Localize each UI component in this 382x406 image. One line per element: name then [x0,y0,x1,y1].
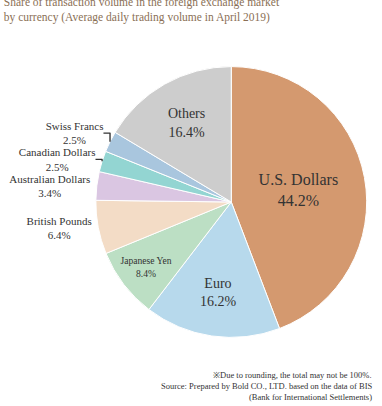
svg-text:U.S. Dollars44.2%: U.S. Dollars44.2% [259,171,339,209]
svg-text:Source: Prepared by Bold CO.,: Source: Prepared by Bold CO., LTD. based… [161,381,372,391]
svg-text:Australian Dollars3.4%: Australian Dollars3.4% [9,173,90,199]
svg-text:Others16.4%: Others16.4% [168,106,205,139]
svg-text:British Pounds6.4%: British Pounds6.4% [27,215,92,241]
svg-text:Share of transaction volume in: Share of transaction volume in the forei… [4,0,280,24]
svg-text:Japanese Yen8.4%: Japanese Yen8.4% [120,255,171,278]
svg-text:(Bank for International Settle: (Bank for International Settlements) [249,392,372,402]
svg-text:Canadian Dollars2.5%: Canadian Dollars2.5% [19,146,96,172]
svg-text:Euro16.2%: Euro16.2% [200,276,237,309]
svg-text:※Due to rounding, the total ma: ※Due to rounding, the total may not be 1… [213,370,372,380]
svg-text:Swiss Francs2.5%: Swiss Francs2.5% [46,120,104,146]
